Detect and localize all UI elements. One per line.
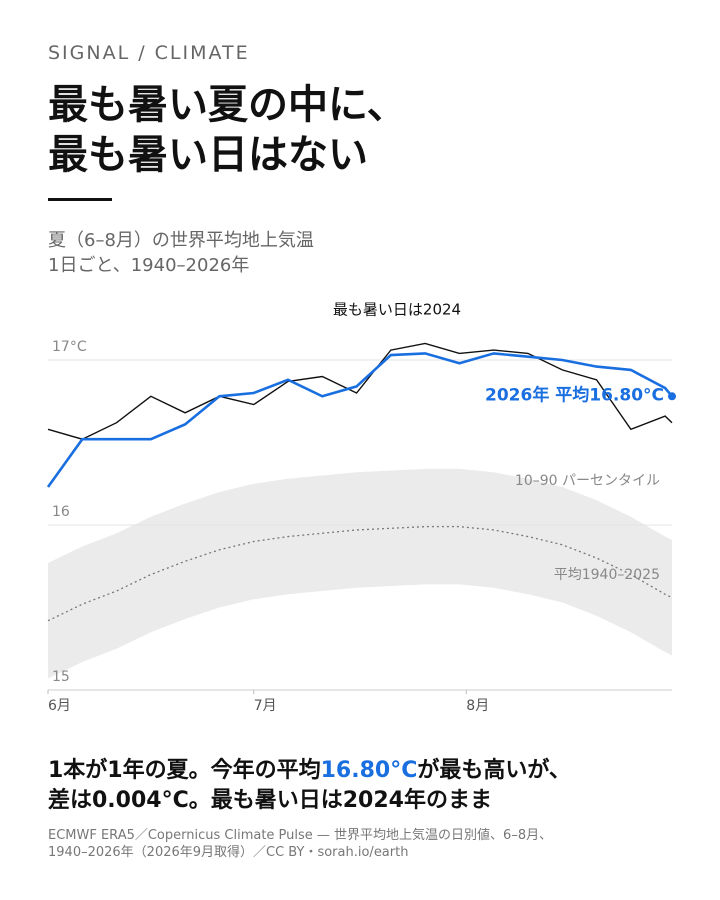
chart-title: 最も暑い日は2024	[333, 301, 461, 319]
note: 1本が1年の夏。今年の平均16.80°Cが最も高いが、 差は0.004°C。最も…	[48, 756, 571, 816]
subtitle-line: 夏（6–8月）の世界平均地上気温	[48, 230, 314, 251]
percentile-band	[48, 468, 672, 679]
band-label: 10–90 パーセンタイル	[515, 473, 660, 489]
source-line: 1940–2026年（2026年9月取得）／CC BY・sorah.io/ear…	[48, 845, 409, 860]
note-text: が最も高いが、	[417, 758, 571, 783]
series-label: 平均1940–2025	[554, 567, 660, 583]
x-tick-label: 7月	[254, 698, 277, 714]
chart: 最も暑い日は2024 15 16 17°C 6月 7月 8月 2026年 平均16.80°C 1…	[46, 301, 676, 714]
note-text: 差は0.004°C。最も暑い日は2024年のまま	[48, 788, 492, 813]
series-label: 2026年 平均16.80°C	[485, 384, 664, 405]
rule	[48, 198, 112, 201]
source: ECMWF ERA5／Copernicus Climate Pulse — 世界…	[48, 827, 552, 861]
subtitle: 夏（6–8月）の世界平均地上気温 1日ごと、1940–2026年	[48, 228, 314, 278]
subtitle-line: 1日ごと、1940–2026年	[48, 255, 250, 276]
note-highlight: 16.80°C	[320, 758, 418, 783]
y-tick-label: 15	[52, 669, 70, 685]
kicker: SIGNAL / CLIMATE	[48, 42, 250, 64]
title: 最も暑い夏の中に、 最も暑い日はない	[48, 80, 407, 180]
title-line: 最も暑い夏の中に、	[48, 82, 407, 128]
end-dot	[668, 392, 676, 401]
title-line: 最も暑い日はない	[48, 132, 368, 178]
series-line	[47, 526, 673, 622]
x-tick-label: 8月	[466, 698, 489, 714]
x-tick-label: 6月	[48, 698, 71, 714]
note-text: 1本が1年の夏。今年の平均	[48, 758, 321, 783]
y-tick-label: 16	[52, 504, 70, 520]
series-line	[46, 352, 673, 488]
source-line: ECMWF ERA5／Copernicus Climate Pulse — 世界…	[48, 828, 553, 843]
y-tick-label: 17°C	[52, 339, 87, 355]
